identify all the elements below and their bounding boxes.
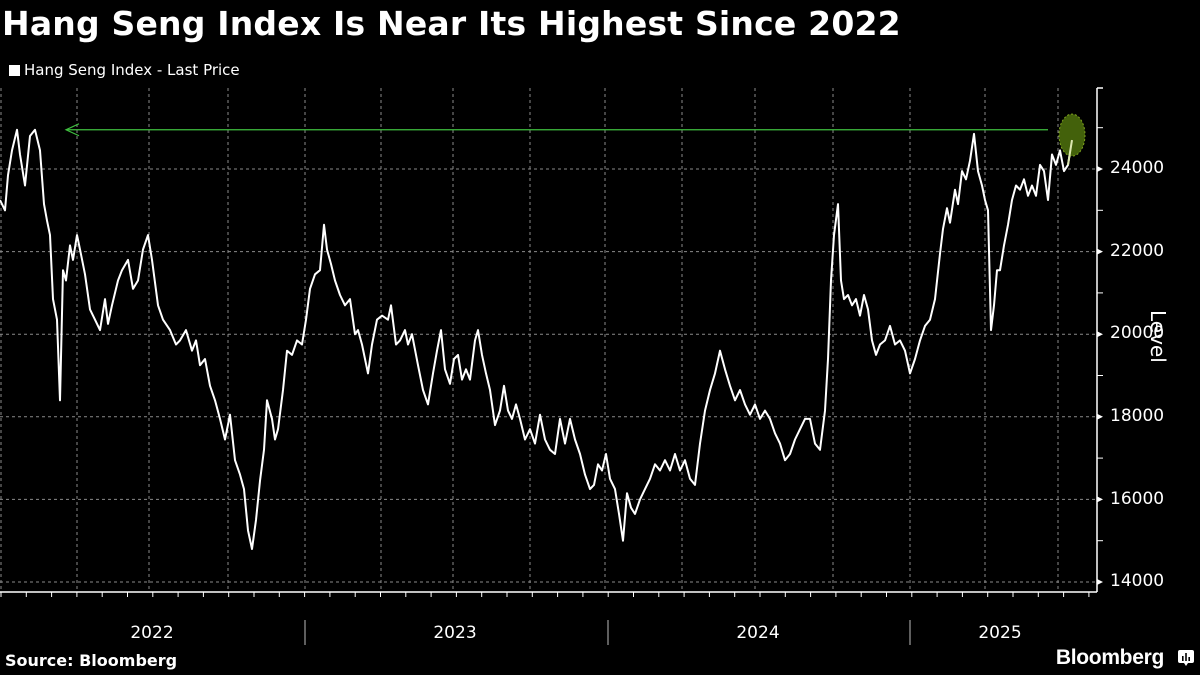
y-tick-label-22000: 22000 (1110, 241, 1165, 261)
y-tick-label-14000: 14000 (1110, 571, 1165, 591)
source-note: Source: Bloomberg (5, 651, 178, 670)
hang-seng-line (0, 128, 1073, 550)
legend-label: Hang Seng Index - Last Price (24, 61, 240, 79)
y-tick-label-20000: 20000 (1110, 323, 1165, 343)
highlight-circle (1058, 113, 1086, 157)
y-major-tick (1097, 248, 1103, 255)
bloomberg-chart-icon (1178, 650, 1194, 666)
y-tick-label-24000: 24000 (1110, 158, 1165, 178)
x-tick-label-2025: 2025 (978, 623, 1022, 643)
x-tick-label-2022: 2022 (130, 623, 174, 643)
y-major-tick (1097, 166, 1103, 172)
chart-title: Hang Seng Index Is Near Its Highest Sinc… (2, 4, 901, 43)
bloomberg-logo: Bloomberg (1055, 646, 1164, 669)
legend: Hang Seng Index - Last Price (9, 61, 240, 79)
y-major-tick (1097, 496, 1103, 503)
arrow-head-icon (64, 123, 80, 137)
latest-segment (1067, 139, 1073, 166)
y-tick-label-16000: 16000 (1110, 489, 1165, 509)
x-tick-label-2024: 2024 (736, 623, 780, 643)
y-major-tick (1097, 579, 1103, 585)
legend-swatch-icon (9, 64, 20, 76)
x-tick-label-2023: 2023 (433, 623, 477, 643)
y-major-tick (1097, 413, 1103, 420)
y-tick-label-18000: 18000 (1110, 406, 1165, 426)
y-axis-label: Level (1146, 310, 1170, 363)
y-major-tick (1097, 331, 1103, 338)
